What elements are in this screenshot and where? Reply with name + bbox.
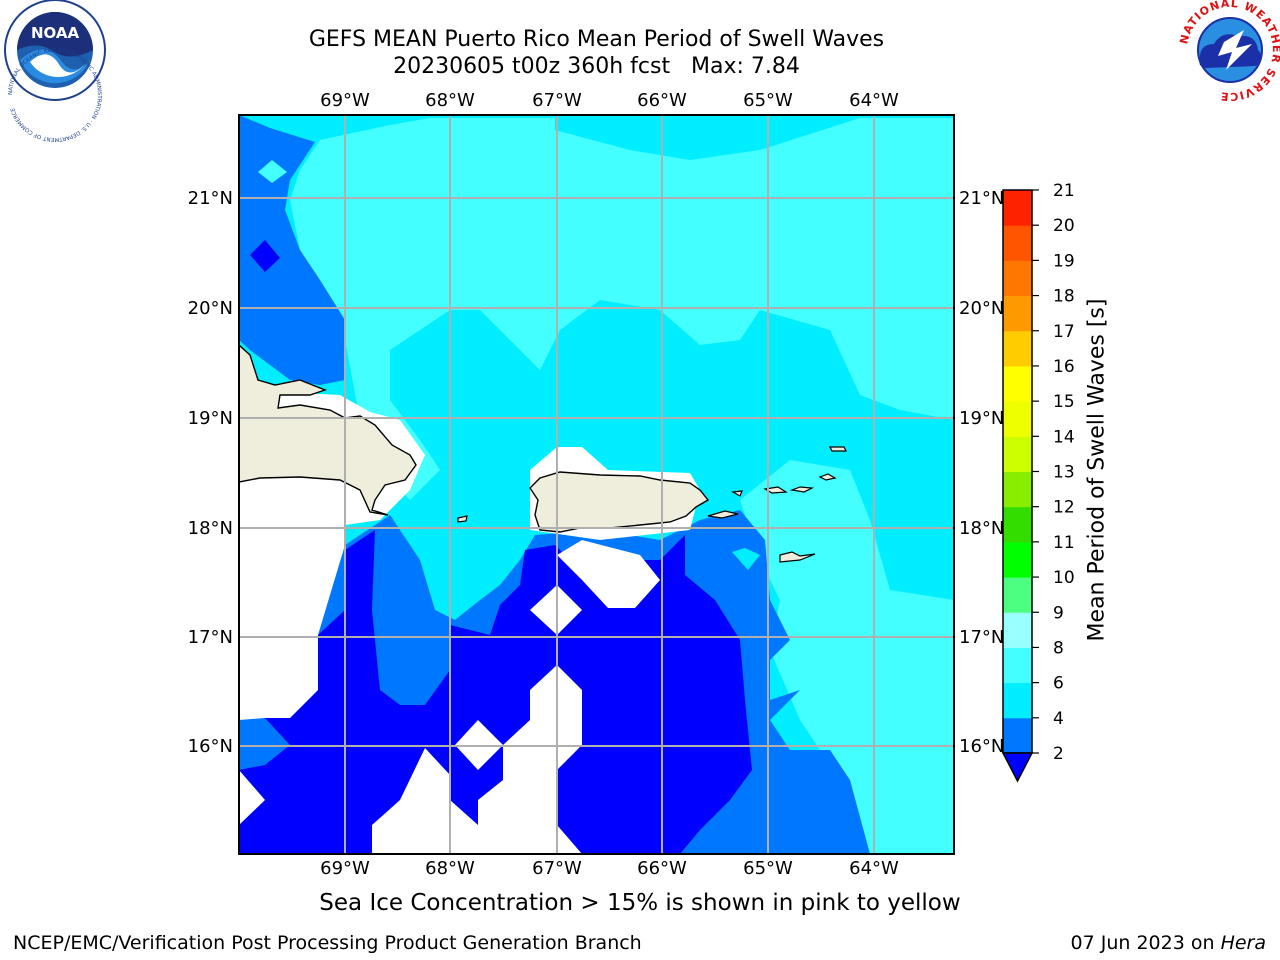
lon-label-bottom: 66°W (637, 858, 687, 879)
colorbar-segment (1003, 682, 1032, 719)
colorbar-tick-label: 12 (1053, 498, 1075, 518)
band-2-4-west (239, 115, 345, 385)
colorbar-segment (1003, 471, 1032, 508)
colorbar-segment (1003, 225, 1032, 261)
colorbar-tick-label: 13 (1053, 463, 1075, 483)
lon-label-bottom: 64°W (849, 858, 899, 879)
title-line-2: 20230605 t00z 360h fcst Max: 7.84 (393, 54, 800, 79)
land-mona (457, 515, 468, 523)
patch-6-8-a (258, 160, 287, 183)
colorbar-tick-label: 10 (1053, 568, 1075, 588)
lon-label-bottom: 69°W (320, 858, 370, 879)
footer-host: Hera (1220, 932, 1266, 954)
noaa-logo: NOAA NATIONAL OCEANIC AND ATMOSPHERIC AD… (4, 0, 106, 142)
band-under-2 (239, 530, 752, 854)
land-puerto-rico (529, 471, 710, 533)
lat-label-left: 20°N (188, 298, 233, 319)
noaa-logo-text: NOAA (31, 24, 80, 42)
colorbar-segment (1003, 295, 1032, 332)
lon-label-top: 64°W (849, 90, 899, 111)
colorbar-tick-label: 18 (1053, 287, 1075, 307)
colorbar-segment (1003, 330, 1032, 367)
colorbar-segment (1003, 506, 1032, 543)
colorbar-tick-label: 11 (1053, 533, 1075, 553)
lat-label-left: 18°N (188, 518, 233, 539)
colorbar-tick-label: 16 (1053, 357, 1075, 377)
no-data-west (239, 480, 345, 720)
lon-label-bottom: 68°W (425, 858, 475, 879)
land-st-croix (779, 551, 816, 563)
lat-label-left: 17°N (188, 627, 233, 648)
footer-date: 07 Jun 2023 on Hera (1071, 932, 1266, 954)
lat-label-right: 18°N (959, 518, 1004, 539)
lon-labels-bottom: 69°W 68°W 67°W 66°W 65°W 64°W (320, 858, 899, 879)
colorbar: 2 4 6 8 9 10 11 12 13 14 15 16 17 18 19 20 21 (1001, 181, 1075, 783)
colorbar-segment (1003, 190, 1032, 226)
lon-label-top: 65°W (743, 90, 793, 111)
lon-label-top: 68°W (425, 90, 475, 111)
lon-label-bottom: 65°W (743, 858, 793, 879)
lat-label-right: 21°N (959, 188, 1004, 209)
colorbar-tick-label: 2 (1053, 744, 1064, 764)
nws-logo: NATIONAL WEATHER SERVICE (1177, 0, 1280, 103)
colorbar-segment (1003, 717, 1032, 754)
colorbar-tick-label: 19 (1053, 251, 1075, 271)
lat-label-right: 19°N (959, 408, 1004, 429)
colorbar-tick-label: 4 (1053, 709, 1064, 729)
patch-4-6-b (732, 548, 760, 570)
lat-label-right: 20°N (959, 298, 1004, 319)
no-data-west2 (239, 770, 265, 825)
band-under-2-pocket (250, 240, 280, 272)
colorbar-tick-label: 17 (1053, 322, 1075, 342)
colorbar-segment (1003, 260, 1032, 297)
map-frame (238, 114, 955, 855)
colorbar-tick-label: 20 (1053, 216, 1075, 236)
lon-label-bottom: 67°W (532, 858, 582, 879)
land-virgin-islands (731, 446, 847, 497)
colorbar-tick-label: 8 (1053, 638, 1064, 658)
colorbar-tick-label: 9 (1053, 603, 1064, 623)
swell-period-field (239, 115, 954, 854)
lon-label-top: 66°W (637, 90, 687, 111)
lat-label-left: 19°N (188, 408, 233, 429)
colorbar-segment (1003, 577, 1032, 613)
graticule (239, 115, 954, 854)
colorbar-tick-label: 14 (1053, 427, 1075, 447)
colorbar-segment (1003, 401, 1032, 437)
colorbar-segment (1003, 541, 1032, 578)
footer-branch: NCEP/EMC/Verification Post Processing Pr… (13, 932, 642, 954)
sea-ice-caption: Sea Ice Concentration > 15% is shown in … (319, 890, 961, 916)
title-line-1: GEFS MEAN Puerto Rico Mean Period of Swe… (308, 27, 885, 52)
colorbar-tick-label: 21 (1053, 181, 1075, 201)
lat-labels-right: 21°N 20°N 19°N 18°N 17°N 16°N (959, 188, 1004, 757)
lat-label-left: 21°N (188, 188, 233, 209)
colorbar-tick-label: 15 (1053, 392, 1075, 412)
colorbar-tick-label: 6 (1053, 674, 1064, 694)
colorbar-segment (1003, 365, 1032, 402)
colorbar-segment (1003, 436, 1032, 472)
lat-label-left: 16°N (188, 736, 233, 757)
lon-label-top: 67°W (532, 90, 582, 111)
lat-label-right: 16°N (959, 736, 1004, 757)
band-6-8 (290, 118, 954, 500)
colorbar-under-arrow (1001, 752, 1034, 783)
map-title: GEFS MEAN Puerto Rico Mean Period of Swe… (0, 26, 1193, 80)
lon-labels-top: 69°W 68°W 67°W 66°W 65°W 64°W (320, 90, 899, 111)
colorbar-segment (1003, 612, 1032, 648)
footer-date-text: 07 Jun 2023 on (1070, 932, 1221, 954)
no-data-pr-south (557, 540, 660, 608)
land-vieques (707, 510, 739, 519)
lon-label-top: 69°W (320, 90, 370, 111)
colorbar-segment (1003, 647, 1032, 684)
land-hispaniola (239, 344, 417, 516)
colorbar-label: Mean Period of Swell Waves [s] (1084, 298, 1110, 642)
lat-label-right: 17°N (959, 627, 1004, 648)
lat-labels-left: 21°N 20°N 19°N 18°N 17°N 16°N (188, 188, 233, 757)
no-data-south (372, 748, 478, 854)
